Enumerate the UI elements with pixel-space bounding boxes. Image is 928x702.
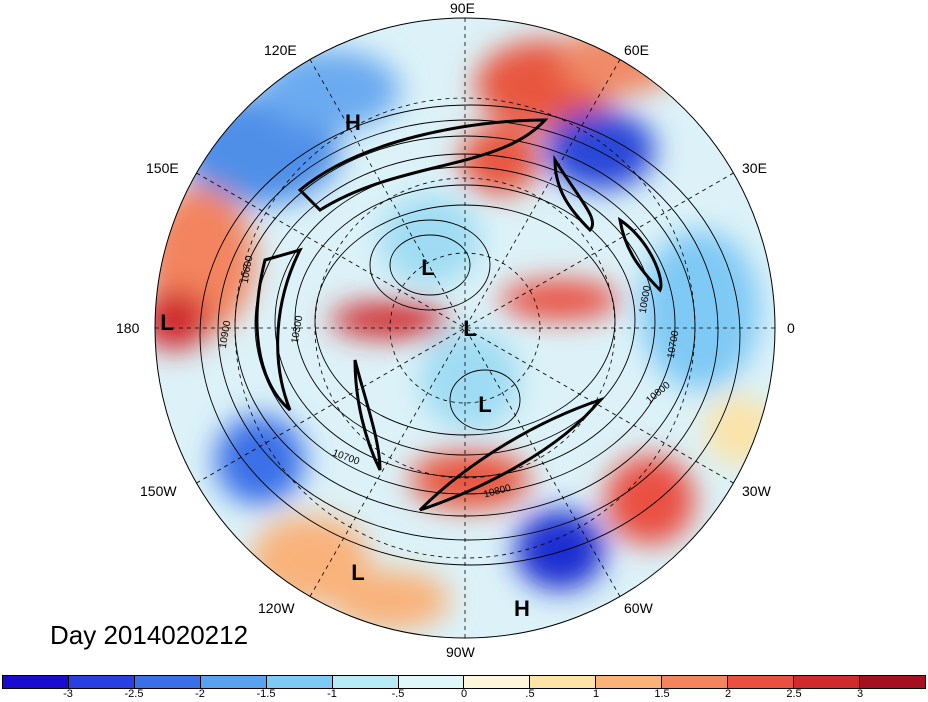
pressure-center-labels: H L L L L L H [160, 110, 530, 621]
height-contours [199, 104, 741, 566]
colorbar-segment [596, 676, 663, 688]
contour-label: 10600 [638, 284, 654, 314]
lon-label-150e: 150E [146, 160, 179, 176]
lon-label-30w: 30W [742, 483, 771, 499]
lon-label-60e: 60E [624, 42, 649, 58]
day-label: Day 2014020212 [50, 620, 249, 650]
colorbar-tick-label: 1.5 [654, 688, 670, 700]
colorbar-segment [464, 676, 531, 688]
colorbar-segment [398, 676, 465, 688]
colorbar-tick-label: 0 [460, 688, 468, 700]
lon-label-90e: 90E [450, 0, 475, 16]
colorbar-tick-label: -.5 [391, 688, 405, 700]
high-center-caribbean: H [514, 596, 530, 621]
colorbar-tick-label: -1.5 [256, 688, 276, 700]
colorbar-segment [68, 676, 135, 688]
colorbar-segment [266, 676, 333, 688]
colorbar-segment [794, 676, 860, 688]
colorbar-segment [332, 676, 399, 688]
colorbar-tick-label: .5 [525, 688, 535, 700]
colorbar-tick-label: -3 [63, 688, 73, 700]
colorbar-tick-label: -1 [327, 688, 337, 700]
colorbar-tick-label: 2 [724, 688, 732, 700]
low-center-siberia: L [421, 255, 434, 280]
contour-label: 10300 [290, 314, 306, 344]
colorbar-segment [530, 676, 597, 688]
contour-label: 10900 [218, 319, 234, 349]
low-center-east-pacific: L [351, 560, 364, 585]
low-center-dateline: L [160, 310, 173, 335]
high-center-east-asia: H [345, 110, 361, 135]
colorbar-tick-label: -2.5 [124, 688, 144, 700]
colorbar-tick-label: 3 [856, 688, 864, 700]
low-center-pole: L [463, 316, 476, 341]
colorbar-tick-label: 1 [592, 688, 600, 700]
colorbar [2, 675, 926, 689]
jet-stream-contours [255, 118, 663, 512]
anomaly-field [155, 18, 775, 638]
lon-label-90w: 90W [446, 644, 475, 660]
colorbar-segment [662, 676, 729, 688]
lon-label-120w: 120W [258, 600, 295, 616]
colorbar-segment [3, 676, 69, 688]
lon-label-150w: 150W [140, 483, 177, 499]
lon-label-120e: 120E [264, 42, 297, 58]
low-center-hudson-bay: L [478, 392, 491, 417]
lon-label-60w: 60W [624, 600, 653, 616]
colorbar-tick-label: -2 [195, 688, 205, 700]
colorbar-segment [859, 676, 925, 688]
lon-label-0: 0 [787, 320, 795, 336]
contour-label: 10600 [240, 254, 256, 284]
colorbar-tick-label: 2.5 [786, 688, 802, 700]
colorbar-segment [134, 676, 201, 688]
colorbar-segment [200, 676, 267, 688]
lon-label-180: 180 [116, 320, 140, 336]
contour-label: 10700 [666, 329, 682, 359]
colorbar-segment [728, 676, 795, 688]
lon-label-30e: 30E [742, 160, 767, 176]
